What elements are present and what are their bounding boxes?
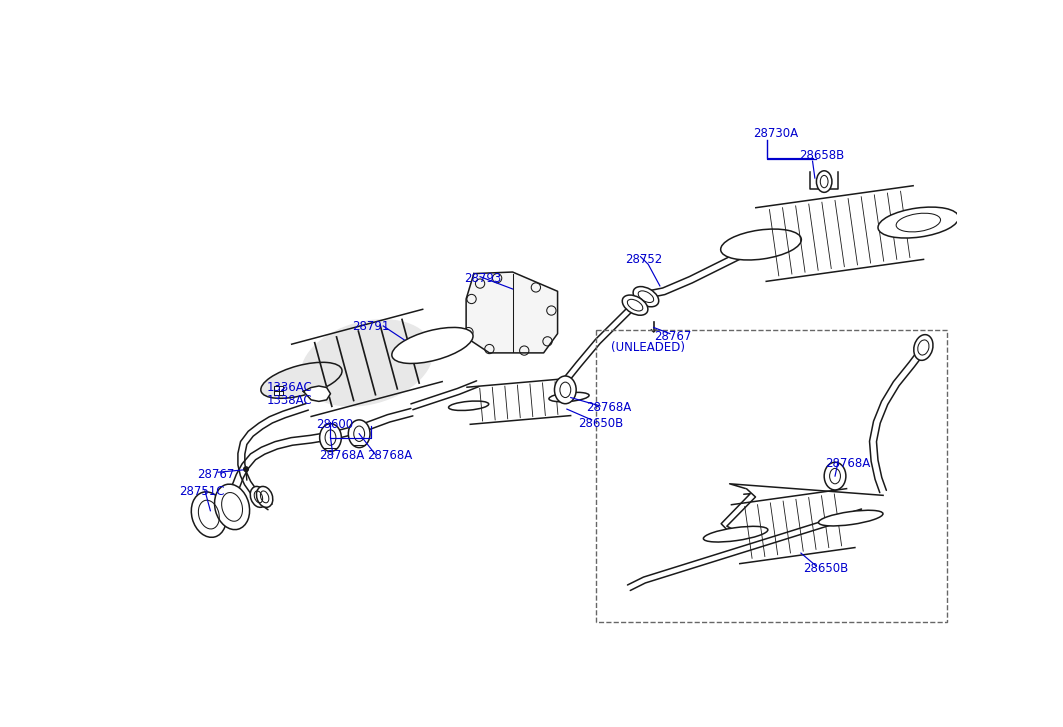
Ellipse shape [260, 362, 342, 398]
Bar [596, 330, 947, 622]
Ellipse shape [549, 393, 589, 402]
Ellipse shape [878, 207, 959, 238]
Ellipse shape [816, 171, 832, 193]
Text: 1336AC: 1336AC [266, 382, 311, 394]
Ellipse shape [392, 327, 473, 364]
Bar [274, 386, 283, 395]
Ellipse shape [622, 295, 647, 316]
Text: 28768A: 28768A [319, 449, 365, 462]
Ellipse shape [824, 462, 846, 490]
Ellipse shape [704, 526, 767, 542]
Ellipse shape [914, 334, 933, 361]
Text: 1338AC: 1338AC [266, 394, 311, 406]
Text: 28767: 28767 [198, 468, 235, 481]
Text: 28752: 28752 [625, 253, 662, 266]
Text: 28768A: 28768A [825, 457, 871, 470]
Polygon shape [303, 386, 331, 401]
Text: 28730A: 28730A [753, 127, 798, 140]
Text: 28768A: 28768A [367, 449, 412, 462]
Ellipse shape [215, 484, 250, 530]
Ellipse shape [469, 381, 569, 422]
Ellipse shape [320, 424, 341, 451]
Text: 28658B: 28658B [799, 149, 845, 162]
Ellipse shape [634, 286, 659, 307]
Text: 28650B: 28650B [577, 417, 623, 430]
Ellipse shape [761, 192, 918, 275]
Ellipse shape [349, 420, 370, 448]
Text: 28600: 28600 [317, 418, 354, 431]
Ellipse shape [191, 492, 226, 537]
Text: (UNLEADED): (UNLEADED) [611, 342, 685, 354]
Text: 28751C: 28751C [180, 486, 225, 498]
Text: 28767: 28767 [655, 330, 692, 343]
Ellipse shape [555, 376, 576, 403]
Text: 28791: 28791 [352, 320, 389, 333]
Ellipse shape [256, 486, 273, 507]
Ellipse shape [736, 493, 850, 559]
Ellipse shape [819, 510, 883, 526]
Ellipse shape [301, 319, 434, 406]
Text: 28768A: 28768A [587, 401, 631, 414]
Ellipse shape [250, 486, 267, 507]
Ellipse shape [721, 229, 802, 260]
Text: 28650B: 28650B [804, 562, 848, 575]
Text: 28793: 28793 [465, 272, 502, 285]
Circle shape [243, 467, 249, 472]
Polygon shape [466, 272, 558, 353]
Ellipse shape [449, 401, 489, 411]
